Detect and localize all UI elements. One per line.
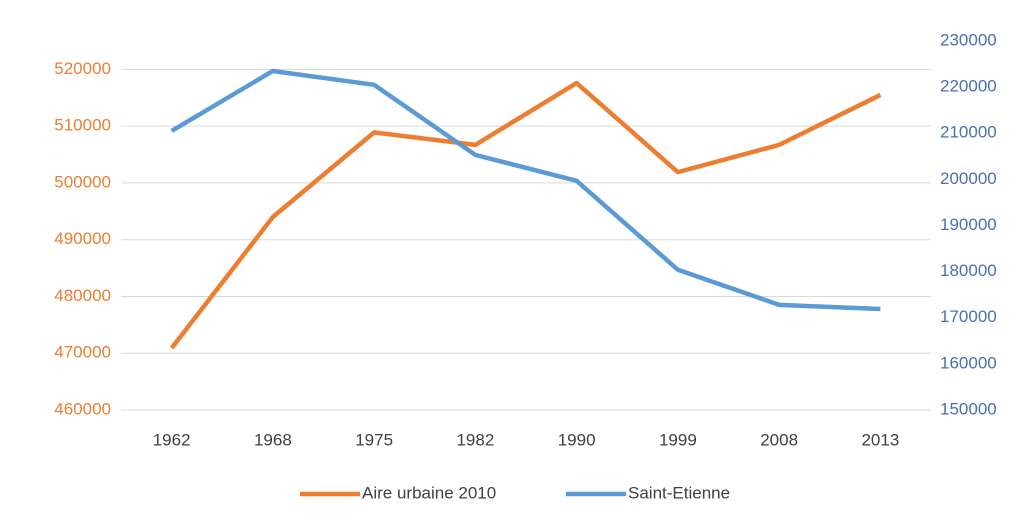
line-series xyxy=(170,68,881,312)
x-tick-label: 1982 xyxy=(456,430,494,449)
y2-tick-label: 150000 xyxy=(940,399,997,418)
y2-tick-label: 200000 xyxy=(940,169,997,188)
x-tick-label: 2008 xyxy=(760,430,798,449)
y2-tick-label: 160000 xyxy=(940,353,997,372)
y2-tick-label: 170000 xyxy=(940,307,997,326)
y-tick-label: 470000 xyxy=(54,343,111,362)
x-tick-label: 1990 xyxy=(558,430,596,449)
x-tick-label: 1962 xyxy=(153,430,191,449)
y-tick-label: 480000 xyxy=(54,286,111,305)
line-series xyxy=(169,80,882,350)
y2-tick-label: 230000 xyxy=(940,30,997,49)
y-tick-label: 490000 xyxy=(54,229,111,248)
y2-tick-label: 220000 xyxy=(940,77,997,96)
y-tick-label: 510000 xyxy=(54,116,111,135)
y2-tick-label: 180000 xyxy=(940,261,997,280)
y2-tick-label: 190000 xyxy=(940,215,997,234)
x-tick-label: 1968 xyxy=(254,430,292,449)
x-tick-label: 2013 xyxy=(861,430,899,449)
legend-label: Saint-Etienne xyxy=(628,483,730,502)
x-tick-label: 1975 xyxy=(355,430,393,449)
y-tick-label: 520000 xyxy=(54,59,111,78)
y-tick-label: 460000 xyxy=(54,399,111,418)
y-tick-label: 500000 xyxy=(54,172,111,191)
x-tick-label: 1999 xyxy=(659,430,697,449)
legend-label: Aire urbaine 2010 xyxy=(362,483,496,502)
y2-tick-label: 210000 xyxy=(940,123,997,142)
